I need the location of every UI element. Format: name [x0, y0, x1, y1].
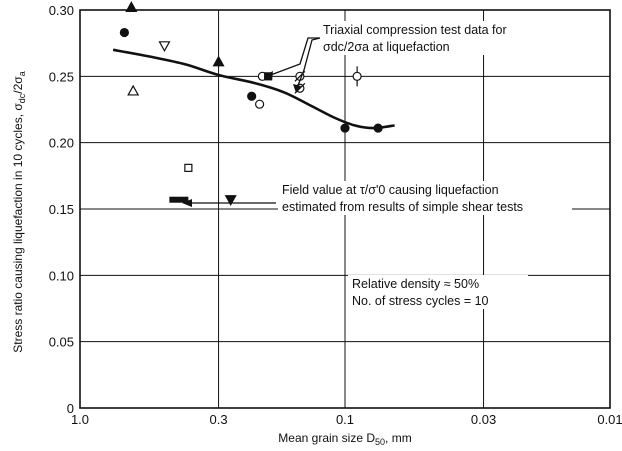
filled-circle-marker	[247, 91, 257, 101]
fitted-curve	[112, 48, 395, 130]
data-point	[184, 163, 193, 172]
annotation-background	[319, 21, 531, 55]
data-point	[125, 1, 138, 12]
annotation-text: σdc/2σa at liquefaction	[323, 40, 450, 54]
x-tick-label: 0.01	[597, 412, 622, 427]
y-tick-label: 0	[67, 401, 74, 416]
arrow-head	[264, 71, 273, 80]
x-tick-label: 0.3	[210, 412, 228, 427]
arrow-head	[293, 84, 301, 93]
open-circle-marker	[255, 99, 265, 109]
square-marker	[184, 163, 193, 172]
data-point	[340, 123, 350, 133]
plot-frame	[79, 9, 611, 409]
y-tick-label: 0.25	[49, 69, 74, 84]
x-tick-label: 0.1	[336, 412, 354, 427]
annotation-text: Field value at τ/σ'0 causing liquefactio…	[282, 183, 499, 197]
y-tick-label: 0.20	[49, 136, 74, 151]
leader-line	[296, 37, 321, 89]
y-tick-label: 0.05	[49, 335, 74, 350]
data-point	[127, 84, 140, 96]
field-value-bar	[169, 196, 189, 203]
triangle-up-marker	[127, 84, 140, 96]
annotation-text: Relative density ≈ 50%	[352, 277, 479, 291]
filled-circle-marker	[119, 27, 129, 38]
x-tick-label: 1.0	[71, 412, 89, 427]
triangle-up-marker	[212, 55, 225, 67]
triangle-down-marker	[158, 41, 171, 53]
annotation-layer: Triaxial compression test data for σdc/2σ…	[182, 21, 572, 309]
data-point	[352, 66, 362, 87]
data-point	[212, 55, 225, 67]
y-axis-label: Stress ratio causing liquefaction in 10 …	[11, 71, 27, 352]
annotation-background	[278, 181, 572, 215]
y-tick-label: 0.30	[49, 3, 74, 18]
data-point	[255, 99, 265, 109]
data-point	[373, 123, 383, 133]
y-tick-label: 0.15	[49, 202, 74, 217]
annotation-text: estimated from results of simple shear t…	[282, 200, 523, 214]
annotation-background	[348, 275, 528, 309]
filled-circle-marker	[340, 123, 350, 133]
y-tick-label: 0.10	[49, 268, 74, 283]
data-point	[158, 41, 171, 53]
tick-labels: 1.0 0.3 0.1 0.03 0.01 0 0.05 0.10 0.15 0.20 0.25 0.…	[49, 3, 622, 427]
x-tick-label: 0.03	[471, 412, 496, 427]
curve-layer	[112, 48, 395, 203]
leader-line	[267, 37, 320, 77]
data-point	[247, 91, 257, 101]
triangle-up-marker	[125, 1, 138, 12]
data-point	[119, 27, 129, 38]
open-circle-marker	[352, 71, 362, 81]
x-axis-label: Mean grain size D50, mm	[278, 431, 411, 447]
arrow-head	[182, 199, 192, 207]
annotation-text: Triaxial compression test data for	[323, 23, 507, 37]
data-point	[224, 195, 237, 206]
triangle-down-marker	[224, 195, 237, 206]
filled-circle-marker	[373, 123, 383, 133]
annotation-text: No. of stress cycles = 10	[352, 294, 489, 308]
marker-layer	[119, 1, 383, 206]
